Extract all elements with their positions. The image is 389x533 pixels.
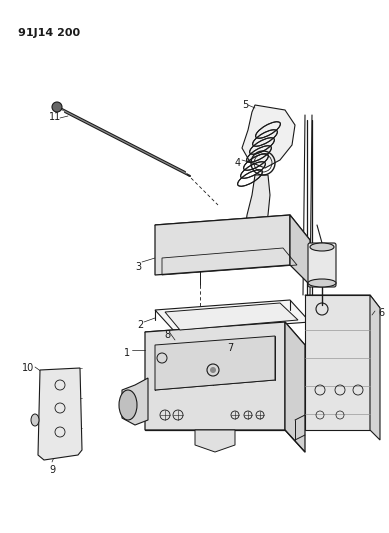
Polygon shape: [155, 215, 310, 250]
Polygon shape: [245, 175, 270, 237]
Polygon shape: [165, 303, 298, 330]
Polygon shape: [242, 105, 295, 168]
Polygon shape: [305, 295, 380, 308]
Polygon shape: [155, 215, 290, 275]
Polygon shape: [290, 215, 310, 285]
Polygon shape: [38, 368, 82, 460]
Polygon shape: [305, 295, 370, 430]
Polygon shape: [155, 300, 310, 332]
Text: 10: 10: [22, 363, 34, 373]
Polygon shape: [60, 108, 190, 176]
Text: 2: 2: [137, 320, 143, 330]
Polygon shape: [195, 430, 235, 452]
Ellipse shape: [310, 243, 334, 251]
FancyBboxPatch shape: [308, 243, 336, 287]
Text: 8: 8: [164, 330, 170, 340]
Polygon shape: [370, 295, 380, 440]
Text: 5: 5: [242, 100, 248, 110]
Text: 11: 11: [49, 112, 61, 122]
Text: 4: 4: [235, 158, 241, 168]
Polygon shape: [145, 322, 305, 355]
Circle shape: [52, 102, 62, 112]
Polygon shape: [145, 322, 285, 430]
Text: 91J14 200: 91J14 200: [18, 28, 80, 38]
Ellipse shape: [119, 390, 137, 420]
Text: 3: 3: [135, 262, 141, 272]
Ellipse shape: [31, 414, 39, 426]
Ellipse shape: [308, 279, 336, 287]
Polygon shape: [155, 336, 275, 390]
Text: 1: 1: [124, 348, 130, 358]
Text: 7: 7: [227, 343, 233, 353]
Text: 9: 9: [49, 465, 55, 475]
Circle shape: [210, 367, 216, 373]
Text: 6: 6: [378, 308, 384, 318]
Polygon shape: [285, 322, 305, 452]
Polygon shape: [122, 378, 148, 425]
